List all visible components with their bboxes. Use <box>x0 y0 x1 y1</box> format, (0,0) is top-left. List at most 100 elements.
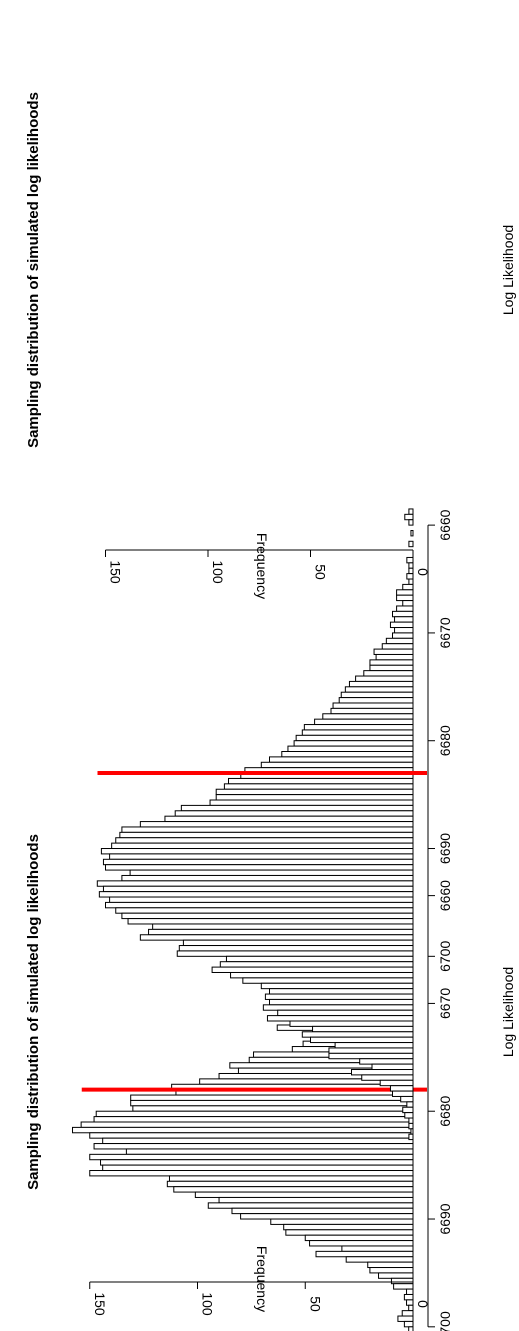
histogram-bar <box>295 734 414 742</box>
histogram-bar <box>209 799 414 806</box>
histogram-bar <box>312 1025 414 1033</box>
histogram-bar <box>392 632 414 639</box>
histogram-bar <box>105 864 414 871</box>
y-axis: 0 50 100 150 <box>89 1281 431 1316</box>
histogram-bar <box>215 794 414 801</box>
histogram-bar <box>381 643 414 650</box>
histogram-bar <box>355 675 414 682</box>
histogram-bar <box>102 1164 414 1172</box>
histogram-bar <box>228 777 414 785</box>
histogram-bar <box>89 1153 414 1161</box>
bars <box>96 508 414 1141</box>
histogram-bar <box>283 1223 414 1231</box>
x-axis-label: Log Likelihood <box>500 225 516 315</box>
histogram-bar <box>89 1132 414 1139</box>
histogram-bar <box>385 637 414 645</box>
histogram-bar <box>93 1116 414 1123</box>
histogram-bar <box>262 1004 414 1011</box>
histogram-bar <box>359 1058 414 1065</box>
histogram-bar <box>410 530 414 537</box>
histogram-bar <box>139 821 414 828</box>
histogram-bar <box>332 702 414 709</box>
histogram-bar <box>289 1020 414 1027</box>
histogram-bar <box>125 1148 414 1155</box>
x-tick-label: 6680 <box>437 1095 453 1126</box>
histogram-bar <box>240 1213 414 1220</box>
histogram-bar <box>218 1196 414 1204</box>
histogram-bar <box>176 950 414 957</box>
histogram-bar <box>287 745 414 752</box>
histogram-bar <box>215 788 414 796</box>
histogram-bar <box>164 815 414 823</box>
histogram-bar <box>338 697 414 704</box>
histogram-bar <box>314 718 414 726</box>
y-tick-label: 150 <box>108 560 124 584</box>
histogram-bar <box>408 519 414 526</box>
histogram-bar <box>310 1036 414 1044</box>
histogram-bar <box>389 621 414 629</box>
histogram-bar <box>351 1069 414 1076</box>
histogram-bar <box>408 1117 414 1124</box>
histogram-bar <box>219 961 414 968</box>
histogram-bar <box>328 1047 414 1054</box>
histogram-bar <box>264 993 414 1000</box>
histogram-bar <box>334 1042 414 1049</box>
histogram-bar <box>408 1122 414 1130</box>
x-axis: 6660 6670 6680 6690 6700 <box>427 509 453 972</box>
histogram-bar <box>115 837 414 844</box>
histogram-bar <box>225 955 414 963</box>
x-axis-label: Log Likelihood <box>500 967 516 1057</box>
histogram-bar <box>396 594 414 602</box>
histogram-bar <box>211 966 414 973</box>
histogram-bar <box>367 1261 414 1269</box>
histogram-bar <box>111 842 414 850</box>
histogram-bar <box>393 1283 414 1290</box>
histogram-bar <box>369 1267 414 1274</box>
histogram-bar <box>406 573 414 580</box>
histogram-bar <box>322 713 414 720</box>
chart-title: Sampling distribution of simulated log l… <box>25 834 42 1190</box>
x-tick-label: 6700 <box>437 941 453 972</box>
histogram-bar <box>93 1143 414 1150</box>
histogram-bar <box>152 923 414 930</box>
histogram-bar <box>408 508 414 515</box>
histogram-bar <box>340 691 414 699</box>
histogram-bar <box>369 664 414 672</box>
chart-panel-2: Sampling distribution of simulated log l… <box>25 92 516 1141</box>
histogram-bar <box>139 934 414 941</box>
histogram-bar <box>72 1126 414 1134</box>
x-tick-label: 6690 <box>437 1203 453 1234</box>
histogram-bar <box>403 1320 414 1328</box>
y-tick-label: 150 <box>92 1292 108 1316</box>
histogram-bar <box>129 869 414 876</box>
histogram-bar <box>408 1133 414 1141</box>
histogram-bar <box>168 1175 414 1182</box>
histogram-bar <box>404 513 414 521</box>
histogram-bar <box>130 1094 414 1101</box>
histogram-bar <box>260 761 414 769</box>
histogram-bar <box>301 1031 414 1038</box>
histogram-bar <box>223 783 414 790</box>
histogram-bar <box>269 988 414 995</box>
histogram-bar <box>410 1128 414 1135</box>
histogram-bar <box>174 810 414 817</box>
x-tick-label: 6680 <box>437 725 453 756</box>
y-axis-label: Frequency <box>254 533 270 599</box>
histogram-bar <box>109 853 414 860</box>
histogram-bar <box>266 1015 414 1022</box>
histogram-bar <box>281 751 414 758</box>
histogram-bar <box>182 939 414 947</box>
histogram-bar <box>309 1240 414 1247</box>
histogram-bar <box>403 1293 414 1301</box>
histogram-bar <box>315 1250 414 1258</box>
histogram-bar <box>178 945 414 952</box>
histogram-bar <box>406 1288 414 1295</box>
histogram-bar <box>408 562 414 569</box>
histogram-bar <box>127 918 414 925</box>
histogram-bar <box>402 1106 414 1114</box>
histogram-bar <box>304 1234 414 1242</box>
x-tick-label: 6690 <box>437 833 453 864</box>
histogram-bar <box>408 578 414 585</box>
histogram-bar <box>96 880 414 887</box>
histogram-bar <box>404 1112 414 1119</box>
